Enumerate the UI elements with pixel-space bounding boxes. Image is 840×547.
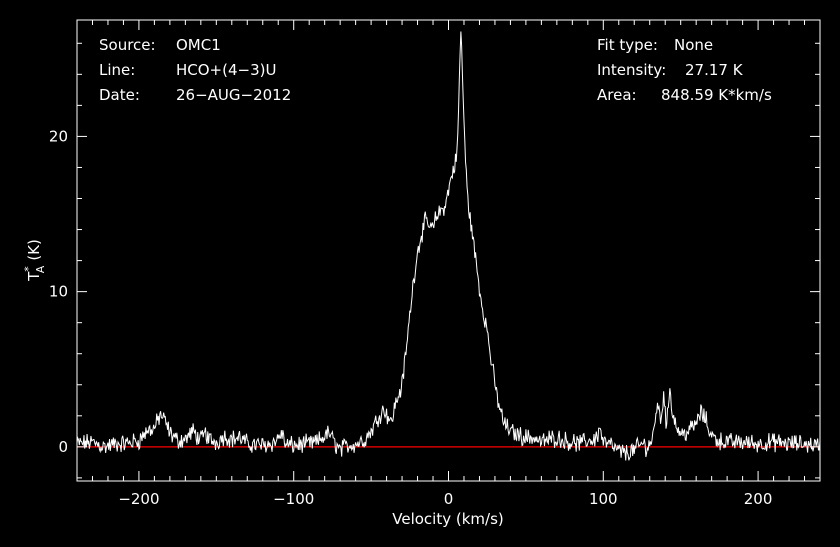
x-tick-label: −200 bbox=[118, 490, 159, 508]
line-value: HCO+(4−3)U bbox=[176, 61, 277, 79]
x-tick-label: 200 bbox=[744, 490, 773, 508]
x-tick-label: −100 bbox=[273, 490, 314, 508]
source-label: Source: bbox=[99, 36, 156, 54]
axes-layer: −200 −100 0 100 200 0 10 20 bbox=[49, 19, 821, 508]
date-value: 26−AUG−2012 bbox=[176, 86, 292, 104]
x-tick-label: 100 bbox=[589, 490, 618, 508]
x-axis-label: Velocity (km/s) bbox=[392, 510, 503, 528]
x-tick-label: 0 bbox=[444, 490, 454, 508]
y-tick-label: 0 bbox=[58, 438, 68, 456]
intensity-value: 27.17 K bbox=[685, 61, 743, 79]
spectrum-layer bbox=[76, 31, 821, 461]
intensity-label: Intensity: bbox=[597, 61, 667, 79]
y-axis-label: T*A(K) bbox=[22, 239, 47, 282]
fit-type-label: Fit type: bbox=[597, 36, 658, 54]
line-label: Line: bbox=[99, 61, 136, 79]
area-label: Area: bbox=[597, 86, 637, 104]
date-label: Date: bbox=[99, 86, 140, 104]
y-tick-label: 10 bbox=[49, 283, 68, 301]
source-value: OMC1 bbox=[176, 36, 221, 54]
fit-type-value: None bbox=[674, 36, 714, 54]
area-value: 848.59 K*km/s bbox=[661, 86, 772, 104]
spectrum-series bbox=[76, 31, 821, 461]
y-tick-label: 20 bbox=[49, 127, 68, 145]
